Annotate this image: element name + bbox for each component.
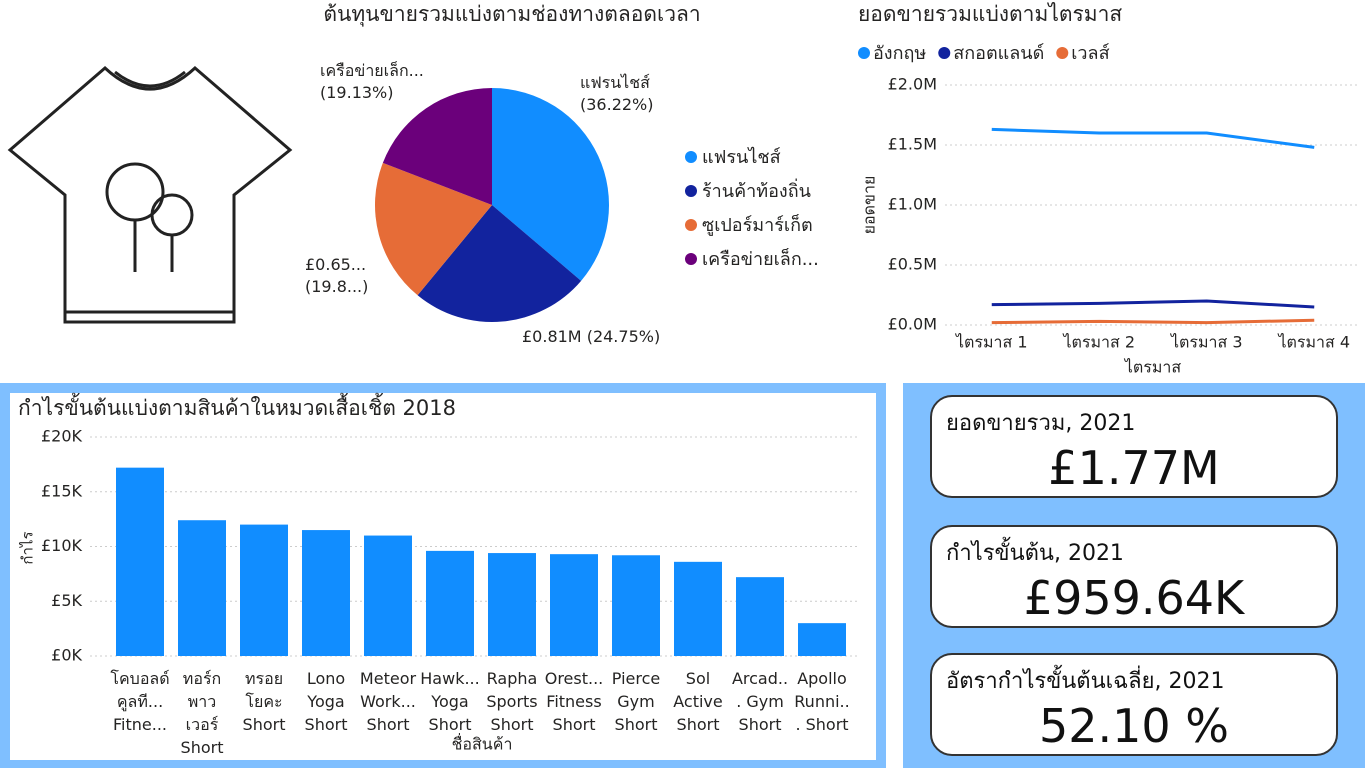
y-tick-label: £0.5M	[888, 255, 937, 274]
x-tick-label: Pierce Gym Short	[611, 669, 661, 734]
x-tick-label: ทรอย โยคะ Short	[242, 669, 286, 734]
tshirt-icon	[7, 65, 293, 324]
y-tick-label: £10K	[41, 536, 83, 555]
x-axis-title: ไตรมาส	[1123, 358, 1182, 377]
x-tick-label: ไตรมาส 3	[1169, 333, 1243, 352]
card-value: 52.10 %	[1038, 699, 1230, 753]
kpi-card: กำไรขั้นต้น, 2021 £959.64K	[930, 525, 1338, 628]
data-label: £0.81M (24.75%)	[522, 327, 661, 346]
legend-label: แฟรนไชส์	[702, 146, 781, 168]
pie-slice	[375, 162, 492, 296]
bar	[550, 554, 598, 656]
legend-label: ซูเปอร์มาร์เก็ต	[702, 213, 813, 236]
legend-label: สกอตแลนด์	[953, 43, 1044, 64]
kpi-card: ยอดขายรวม, 2021 £1.77M	[930, 395, 1338, 498]
x-tick-label: โคบอลด์ คูลที... Fitne...	[110, 669, 170, 734]
bar	[674, 561, 722, 656]
x-tick-label: Apollo Runni... Short	[794, 669, 850, 734]
x-tick-label: Rapha Sports Short	[486, 669, 538, 734]
x-tick-label: Meteor Work... Short	[359, 669, 417, 734]
x-tick-label: Orest... Fitness Short	[544, 669, 604, 734]
chart-title: ยอดขายรวมแบ่งตามไตรมาส	[858, 2, 1122, 26]
bar	[612, 555, 660, 656]
bar	[736, 577, 784, 656]
y-tick-label: £20K	[41, 427, 83, 446]
y-tick-label: £1.0M	[888, 195, 937, 214]
y-axis-title: ยอดขาย	[860, 176, 879, 235]
y-tick-label: £5K	[51, 591, 82, 610]
legend-label: ร้านค้าท้องถิ่น	[702, 178, 811, 202]
legend-label: เครือข่ายเล็ก...	[702, 247, 819, 270]
separator	[886, 383, 903, 768]
data-label: เครือข่ายเล็ก... (19.13%)	[320, 61, 424, 102]
bar	[426, 550, 474, 656]
card-value: £959.64K	[1023, 571, 1245, 625]
card-value: £1.77M	[1048, 441, 1220, 495]
line-series	[991, 127, 1315, 149]
x-tick-label: ไตรมาส 4	[1276, 333, 1350, 352]
x-tick-label: Sol Active Short	[673, 669, 723, 734]
y-tick-label: £1.5M	[888, 135, 937, 154]
line-series	[991, 318, 1315, 325]
bar	[116, 467, 164, 656]
bar	[798, 623, 846, 656]
x-tick-label: ไตรมาส 1	[954, 333, 1028, 352]
bar	[488, 553, 536, 656]
legend-marker	[685, 219, 697, 231]
legend-label: อังกฤษ	[873, 43, 926, 64]
data-label: £0.65... (19.8...)	[305, 255, 369, 296]
card-title: ยอดขายรวม, 2021	[946, 411, 1136, 436]
x-tick-label: Arcad... Gym Short	[731, 669, 789, 734]
y-tick-label: £0K	[51, 646, 82, 665]
y-axis-title: กำไร	[19, 531, 37, 564]
legend-marker	[685, 253, 697, 265]
x-tick-label: Hawk... Yoga Short	[420, 669, 480, 734]
y-tick-label: £2.0M	[888, 75, 937, 94]
legend-marker	[938, 47, 951, 59]
pie-slice	[382, 87, 492, 205]
y-tick-label: £15K	[41, 481, 83, 500]
legend-label: เวลส์	[1071, 43, 1109, 64]
line-series	[991, 299, 1315, 309]
x-tick-label: Lono Yoga Short	[304, 669, 348, 734]
legend-marker	[858, 47, 870, 59]
chart-title: กำไรขั้นต้นแบ่งตามสินค้าในหมวดเสื้อเชิ้ต…	[18, 393, 456, 420]
pie-slice	[492, 88, 610, 281]
x-tick-label: ทอร์ก พาวเวอร์ Short	[180, 669, 224, 757]
bar	[302, 530, 350, 656]
x-axis-title: ชื่อสินค้า	[452, 733, 513, 754]
legend-marker	[1056, 47, 1069, 59]
kpi-card: อัตรากำไรขั้นต้นเฉลี่ย, 2021 52.10 %	[930, 653, 1338, 756]
bar	[178, 520, 226, 656]
chart-title: ต้นทุนขายรวมแบ่งตามช่องทางตลอดเวลา	[323, 2, 700, 27]
legend-marker	[685, 185, 697, 197]
bar	[364, 535, 412, 656]
card-title: กำไรขั้นต้น, 2021	[946, 541, 1124, 566]
y-tick-label: £0.0M	[888, 315, 937, 334]
data-label: แฟรนไชส์ (36.22%)	[580, 73, 654, 114]
x-tick-label: ไตรมาส 2	[1061, 333, 1135, 352]
card-title: อัตรากำไรขั้นต้นเฉลี่ย, 2021	[946, 669, 1225, 694]
pie-slice	[417, 205, 582, 322]
legend-marker	[685, 151, 697, 163]
bar	[240, 524, 288, 656]
